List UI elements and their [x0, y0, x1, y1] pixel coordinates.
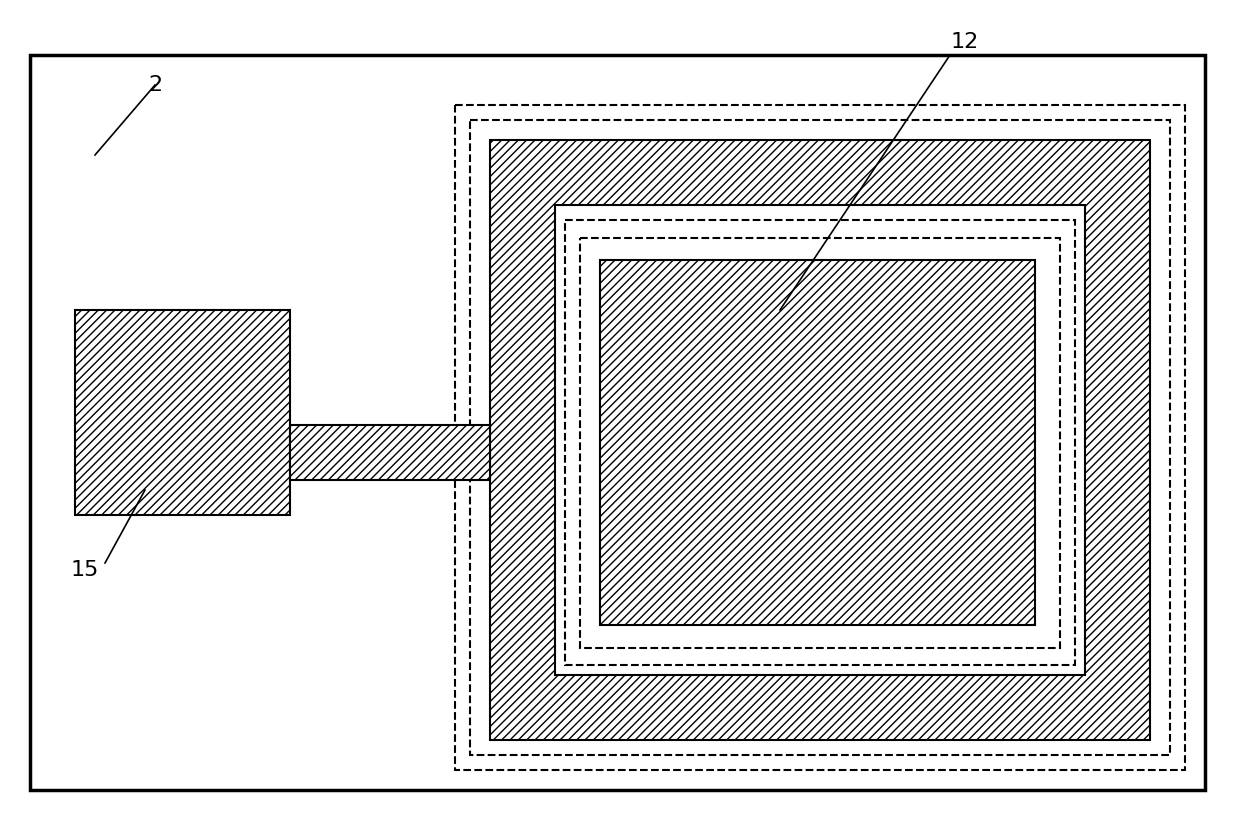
Bar [490, 140, 1149, 740]
Bar [600, 260, 1035, 625]
Bar [455, 105, 1185, 770]
Bar [290, 425, 490, 480]
Bar [565, 220, 1075, 665]
Bar [556, 205, 1085, 675]
Bar [470, 120, 1171, 755]
Bar [556, 205, 1085, 675]
Text: 12: 12 [951, 32, 980, 52]
Bar [30, 55, 1205, 790]
Bar [74, 310, 290, 515]
Text: 2: 2 [148, 75, 162, 95]
Text: 15: 15 [71, 560, 99, 580]
Bar [580, 238, 1060, 648]
